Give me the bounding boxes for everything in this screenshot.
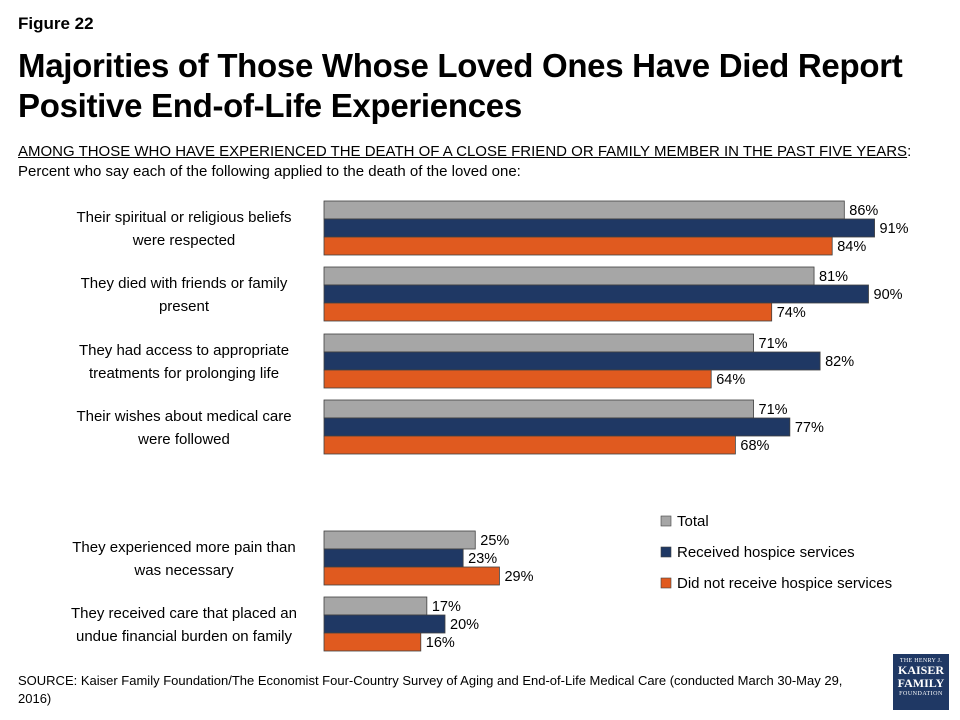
- bar: [323, 284, 869, 304]
- data-label: 77%: [795, 420, 824, 436]
- legend-swatch: [660, 546, 672, 558]
- legend-swatch: [660, 515, 672, 527]
- data-label: 71%: [759, 402, 788, 418]
- bar: [323, 566, 500, 586]
- data-label: 86%: [849, 203, 878, 219]
- bar: [323, 399, 754, 419]
- category-label: Their spiritual or religious beliefs: [76, 209, 291, 226]
- data-label: 20%: [450, 617, 479, 633]
- category-label: They died with friends or family: [81, 275, 288, 292]
- data-label: 81%: [819, 269, 848, 285]
- category-label: undue financial burden on family: [76, 628, 292, 645]
- data-label: 84%: [837, 239, 866, 255]
- bar-chart: Their spiritual or religious beliefs were…: [71, 200, 909, 652]
- data-label: 17%: [432, 599, 461, 615]
- data-label: 91%: [880, 221, 909, 237]
- logo-top: THE HENRY J.: [899, 658, 943, 664]
- category-label: treatments for prolonging life: [89, 365, 279, 382]
- chart-title: Majorities of Those Whose Loved Ones Hav…: [18, 46, 938, 126]
- data-label: 25%: [480, 533, 509, 549]
- subtitle-line-1: AMONG THOSE WHO HAVE EXPERIENCED THE DEA…: [18, 142, 948, 162]
- bar: [323, 236, 833, 256]
- logo-line1: KAISER: [897, 663, 944, 677]
- legend-label: Total: [677, 513, 709, 530]
- subtitle-population: AMONG THOSE WHO HAVE EXPERIENCED THE DEA…: [18, 143, 908, 160]
- logo-bottom: FOUNDATION: [899, 691, 943, 697]
- bar: [323, 200, 845, 220]
- data-label: 29%: [504, 569, 533, 585]
- category-label: was necessary: [133, 562, 234, 579]
- bar: [323, 435, 736, 455]
- data-label: 68%: [740, 438, 769, 454]
- bar: [323, 632, 422, 652]
- legend-label: Did not receive hospice services: [677, 575, 892, 592]
- bar: [323, 548, 464, 568]
- data-label: 64%: [716, 372, 745, 388]
- chart-subtitle: AMONG THOSE WHO HAVE EXPERIENCED THE DEA…: [18, 142, 948, 182]
- category-label: were followed: [137, 431, 230, 448]
- data-label: 71%: [759, 336, 788, 352]
- category-label: were respected: [132, 232, 236, 249]
- category-label: They experienced more pain than: [72, 539, 295, 556]
- bar: [323, 218, 875, 238]
- category-label: They had access to appropriate: [79, 342, 289, 359]
- bar: [323, 417, 791, 437]
- subtitle-line-2: Percent who say each of the following ap…: [18, 163, 521, 180]
- title-line-2: Positive End-of-Life Experiences: [18, 87, 522, 124]
- title-line-1: Majorities of Those Whose Loved Ones Hav…: [18, 47, 903, 84]
- subtitle-colon: :: [907, 143, 912, 160]
- bar: [323, 614, 446, 634]
- figure-label: Figure 22: [18, 14, 94, 33]
- bar: [323, 596, 428, 616]
- bar: [323, 302, 773, 322]
- data-label: 16%: [426, 635, 455, 651]
- bar: [323, 266, 815, 286]
- data-label: 90%: [874, 287, 903, 303]
- bar: [323, 369, 712, 389]
- source-note: SOURCE: Kaiser Family Foundation/The Eco…: [18, 673, 843, 706]
- data-label: 74%: [777, 305, 806, 321]
- category-label: They received care that placed an: [71, 605, 297, 622]
- logo-line2: FAMILY: [897, 676, 945, 690]
- bar: [323, 351, 821, 371]
- bar: [323, 333, 754, 353]
- bar: [323, 530, 476, 550]
- category-label: Their wishes about medical care: [76, 408, 291, 425]
- data-label: 23%: [468, 551, 497, 567]
- category-label: present: [159, 298, 210, 315]
- kff-logo: THE HENRY J. KAISER FAMILY FOUNDATION: [893, 654, 949, 710]
- legend-swatch: [660, 577, 672, 589]
- data-label: 82%: [825, 354, 854, 370]
- legend-label: Received hospice services: [677, 544, 855, 561]
